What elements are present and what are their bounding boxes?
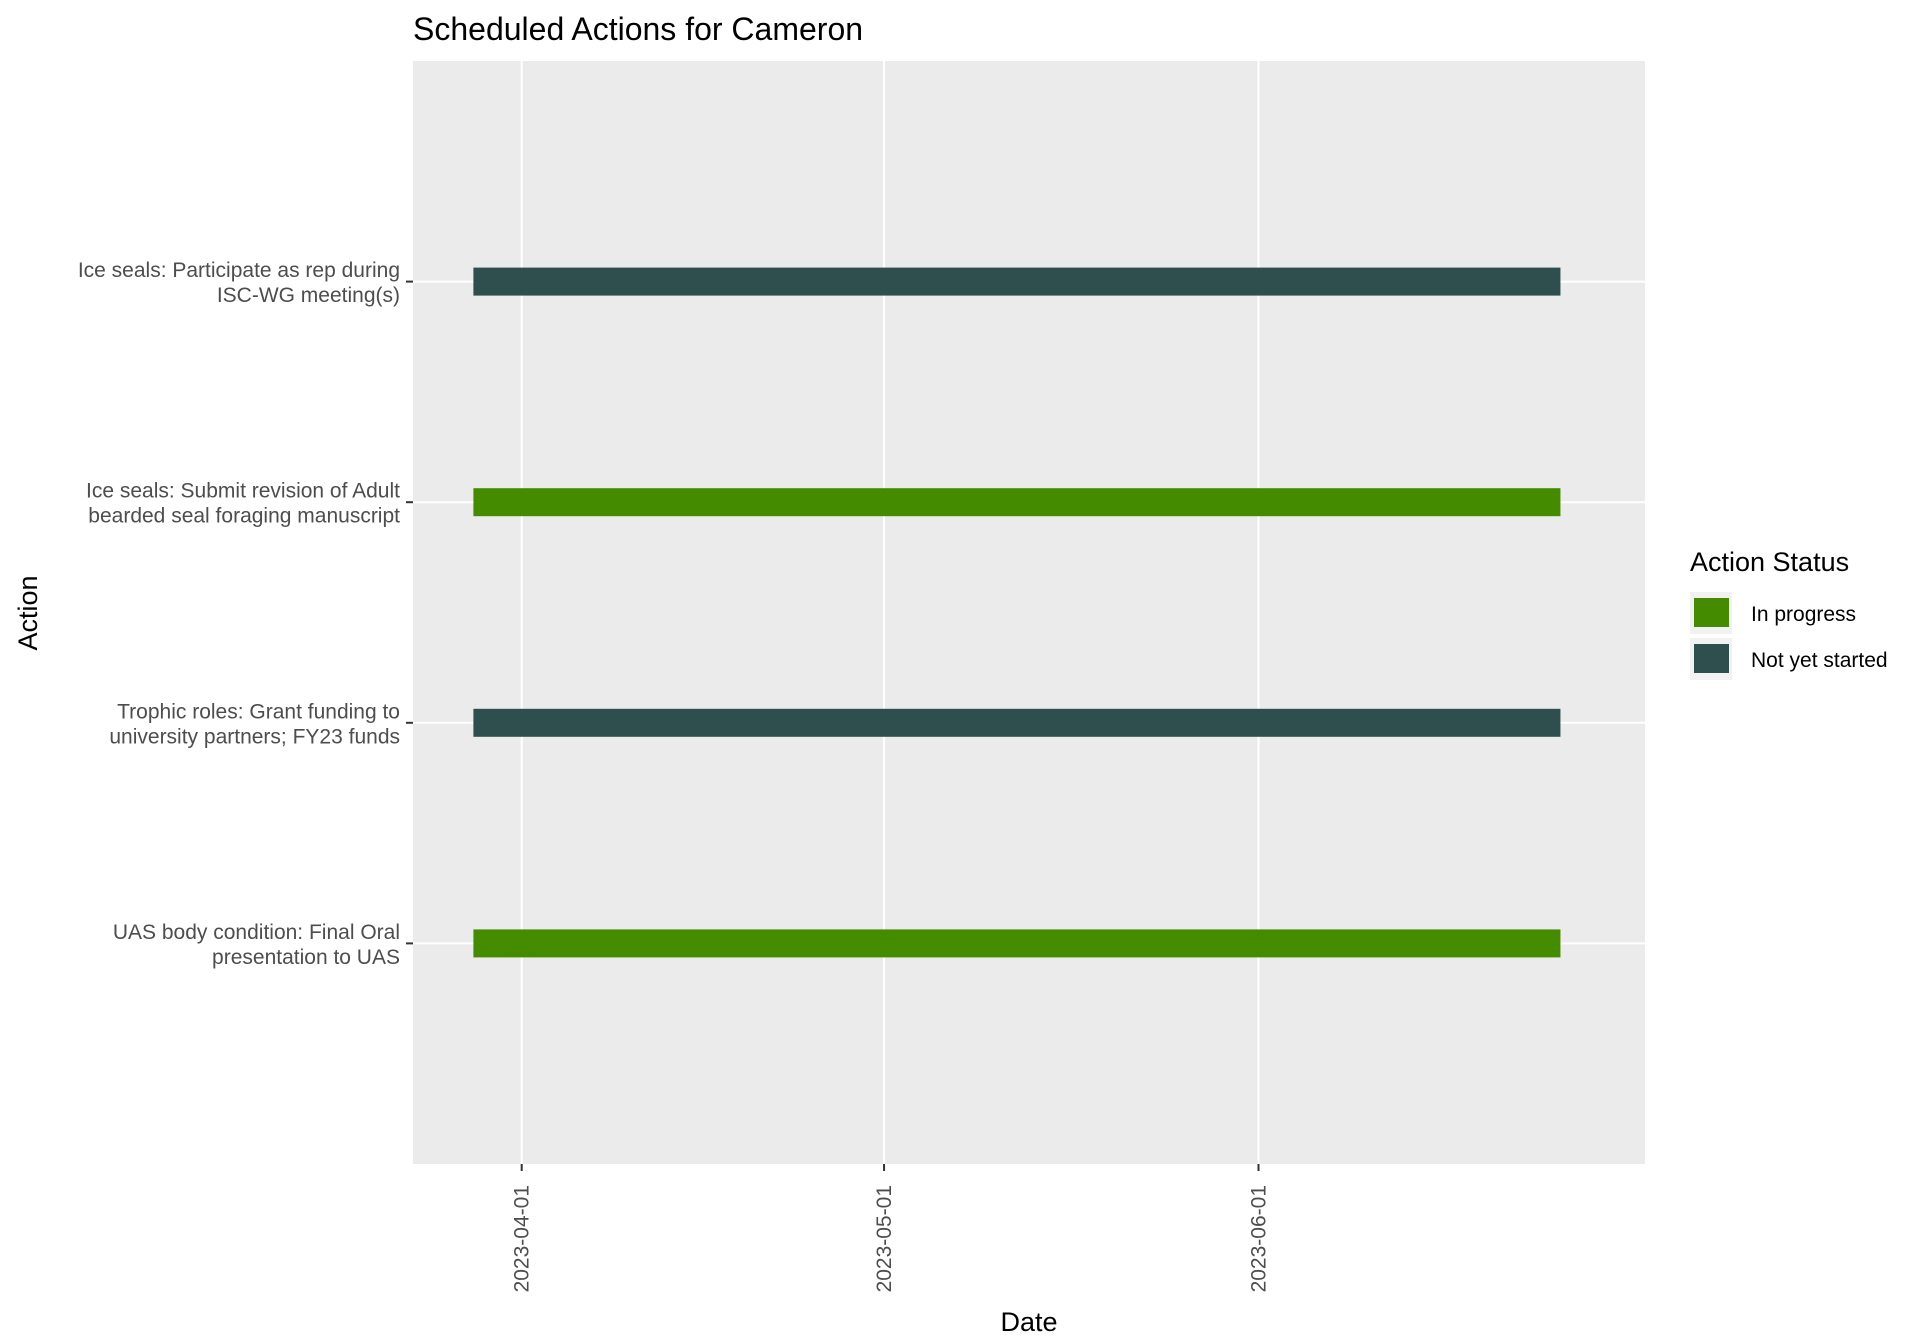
y-tick-label-line: ISC-WG meeting(s) (217, 284, 400, 307)
y-tick-label-line: Ice seals: Participate as rep during (78, 259, 400, 282)
legend-item-not-yet-started: Not yet started (1690, 638, 1888, 680)
task-bar (473, 267, 1561, 296)
task-bar (473, 708, 1561, 737)
task-bar (473, 929, 1561, 958)
y-tick-label-line: Ice seals: Submit revision of Adult (86, 480, 400, 503)
y-tick-label-line: presentation to UAS (212, 946, 400, 969)
y-tick-label-line: Trophic roles: Grant funding to (117, 700, 400, 723)
legend-swatch-not-yet-started (1694, 644, 1729, 673)
y-tick-label: Ice seals: Submit revision of Adult beard… (86, 480, 400, 528)
x-tick-label: 2023-05-01 (873, 1185, 896, 1292)
x-tick-label: 2023-06-01 (1247, 1185, 1270, 1292)
task-bar (473, 488, 1561, 517)
legend: Action Status In progress Not yet starte… (1690, 547, 1888, 680)
legend-swatch-in-progress (1694, 598, 1729, 627)
legend-label-not-yet-started: Not yet started (1751, 649, 1888, 672)
y-axis-title: Action (13, 575, 43, 650)
y-axis: Ice seals: Participate as rep during ISC-… (78, 259, 413, 969)
y-tick-label: Ice seals: Participate as rep during ISC-… (78, 259, 400, 307)
legend-title: Action Status (1690, 547, 1849, 577)
y-tick-label-line: bearded seal foraging manuscript (88, 505, 400, 528)
y-tick-label-line: UAS body condition: Final Oral (113, 921, 400, 944)
y-tick-label-line: university partners; FY23 funds (109, 725, 400, 748)
x-axis: 2023-04-01 2023-05-01 2023-06-01 (511, 1164, 1270, 1292)
x-tick-label: 2023-04-01 (511, 1185, 534, 1292)
legend-item-in-progress: In progress (1690, 592, 1856, 634)
legend-label-in-progress: In progress (1751, 603, 1856, 626)
y-tick-label: Trophic roles: Grant funding to universit… (109, 700, 400, 748)
bars (473, 267, 1561, 958)
plot-panel (413, 61, 1645, 1164)
y-tick-label: UAS body condition: Final Oral presentati… (113, 921, 400, 969)
x-axis-title: Date (1000, 1307, 1057, 1337)
chart-title: Scheduled Actions for Cameron (413, 11, 863, 47)
